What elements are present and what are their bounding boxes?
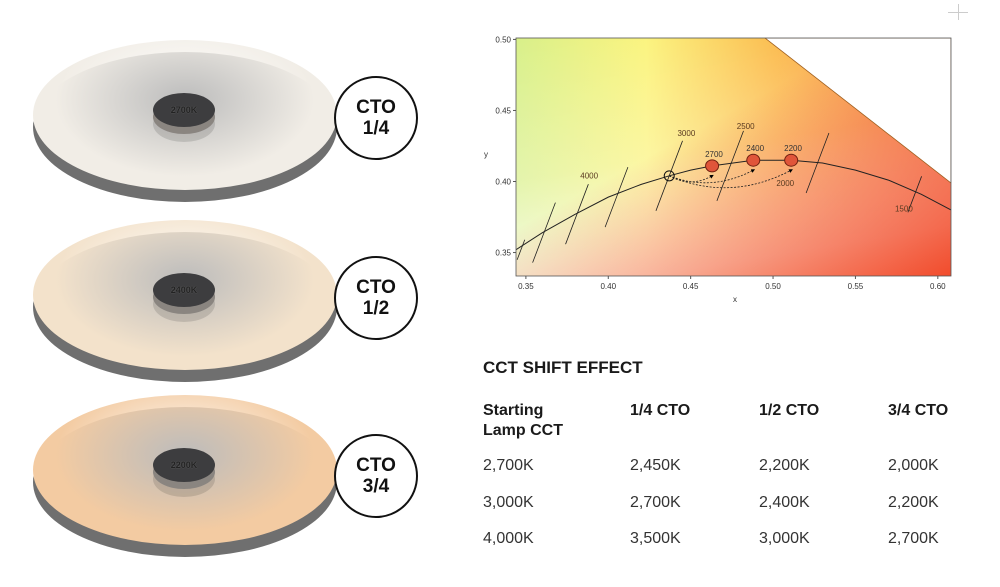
table-title: CCT SHIFT EFFECT bbox=[483, 358, 643, 377]
badge-line: 3/4 bbox=[362, 476, 390, 497]
header-line: Lamp CCT bbox=[483, 422, 563, 439]
table-cell: 3,500K bbox=[630, 530, 681, 547]
isotherm-line bbox=[516, 239, 526, 260]
plot-frame bbox=[515, 37, 952, 277]
table-cell: 2,200K bbox=[888, 494, 939, 511]
header-half-cto: 1/2 CTO bbox=[759, 402, 820, 419]
y-tick-label: 0.50 bbox=[495, 35, 511, 44]
badge-line: CTO bbox=[356, 455, 396, 476]
y-tick-label: 0.45 bbox=[495, 106, 511, 115]
point-label: 2400 bbox=[746, 144, 764, 153]
cto-filter-disk: 2200K bbox=[33, 395, 337, 557]
spectral-locus-boundary bbox=[764, 38, 951, 184]
x-tick-label: 0.60 bbox=[930, 282, 946, 291]
isotherm-label: 4000 bbox=[580, 172, 598, 181]
isotherm-line bbox=[532, 202, 556, 263]
x-tick-label: 0.35 bbox=[518, 282, 534, 291]
table-cell: 3,000K bbox=[759, 530, 810, 547]
x-axis-label: x bbox=[733, 295, 737, 304]
x-tick-label: 0.40 bbox=[600, 282, 616, 291]
knob-label: 2700K bbox=[153, 93, 215, 127]
table-cell: 2,700K bbox=[483, 457, 534, 474]
isotherm-line bbox=[565, 184, 589, 245]
knob-label: 2400K bbox=[153, 273, 215, 307]
cto-badge: CTO 3/4 bbox=[334, 434, 418, 518]
shift-arrow bbox=[669, 169, 756, 184]
isotherm-label: 1500 bbox=[895, 204, 913, 213]
table-cell: 2,700K bbox=[888, 530, 939, 547]
isotherm-label: 2500 bbox=[737, 122, 755, 131]
badge-line: CTO bbox=[356, 97, 396, 118]
shifted-point-marker bbox=[746, 153, 761, 167]
shifted-point-marker bbox=[784, 153, 799, 167]
table-cell: 2,000K bbox=[888, 457, 939, 474]
isotherm-line bbox=[604, 166, 629, 228]
x-tick-label: 0.55 bbox=[848, 282, 864, 291]
table-cell: 3,000K bbox=[483, 494, 534, 511]
cto-filter-disk: 2700K bbox=[33, 40, 337, 202]
badge-line: 1/4 bbox=[362, 118, 390, 139]
table-cell: 2,400K bbox=[759, 494, 810, 511]
start-point-marker bbox=[663, 170, 675, 182]
crosshair-icon bbox=[948, 4, 968, 20]
shifted-point-marker bbox=[705, 159, 720, 173]
badge-line: CTO bbox=[356, 277, 396, 298]
table-cell: 2,700K bbox=[630, 494, 681, 511]
cto-badge: CTO 1/4 bbox=[334, 76, 418, 160]
isotherm-line bbox=[805, 132, 830, 194]
shift-arrow bbox=[669, 169, 793, 189]
header-three-quarter-cto: 3/4 CTO bbox=[888, 402, 949, 419]
table-cell: 4,000K bbox=[483, 530, 534, 547]
x-tick-label: 0.45 bbox=[683, 282, 699, 291]
point-label: 2200 bbox=[784, 144, 802, 153]
isotherm-line bbox=[907, 176, 922, 213]
x-tick-label: 0.50 bbox=[765, 282, 781, 291]
table-cell: 2,450K bbox=[630, 457, 681, 474]
point-label: 2700 bbox=[705, 150, 723, 159]
isotherm-line bbox=[716, 130, 744, 202]
y-axis-label: y bbox=[484, 150, 488, 159]
cto-filter-disk: 2400K bbox=[33, 220, 337, 382]
header-starting-cct: Starting Lamp CCT bbox=[483, 401, 563, 441]
table-cell: 2,200K bbox=[759, 457, 810, 474]
isotherm-label: 2000 bbox=[776, 179, 794, 188]
header-line: Starting bbox=[483, 402, 544, 419]
cto-badge: CTO 1/2 bbox=[334, 256, 418, 340]
isotherm-label: 3000 bbox=[677, 129, 695, 138]
badge-line: 1/2 bbox=[362, 298, 390, 319]
y-tick-label: 0.35 bbox=[495, 249, 511, 258]
knob-label: 2200K bbox=[153, 448, 215, 482]
y-tick-label: 0.40 bbox=[495, 178, 511, 187]
header-quarter-cto: 1/4 CTO bbox=[630, 402, 691, 419]
